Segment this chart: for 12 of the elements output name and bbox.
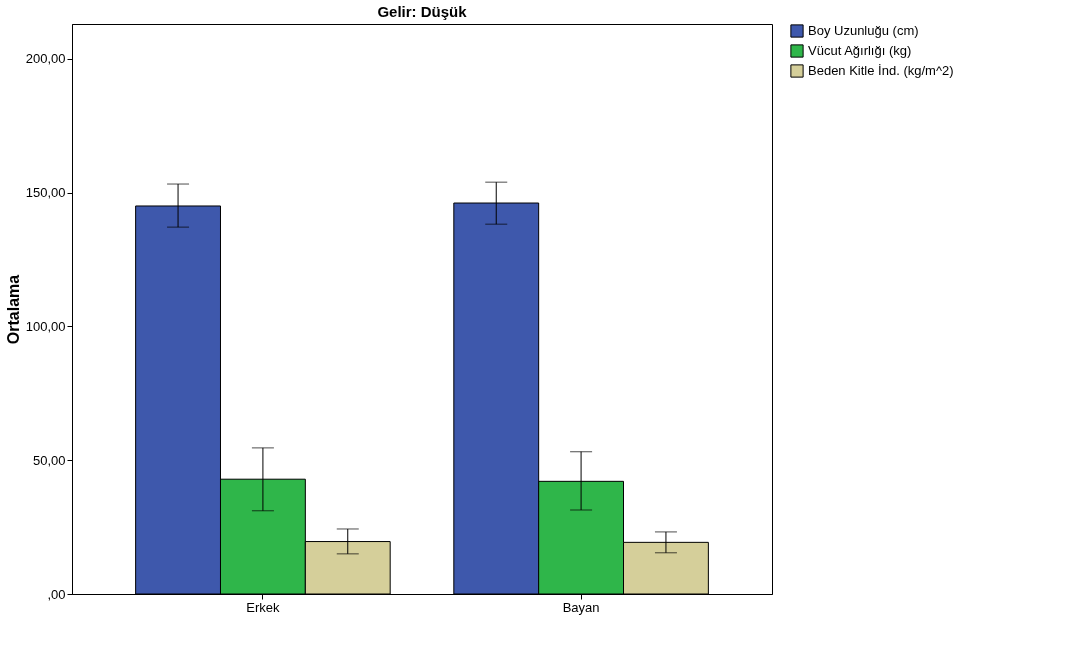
legend-label: Vücut Ağırlığı (kg) (808, 43, 912, 58)
legend-label: Beden Kitle İnd. (kg/m^2) (808, 63, 954, 78)
y-axis-title: Ortalama (4, 274, 22, 345)
y-tick-label: 50,00 (32, 452, 66, 468)
y-tick-label: 100,00 (25, 318, 66, 334)
chart-title: Gelir: Düşük (377, 3, 468, 20)
y-tick-label: 150,00 (25, 185, 66, 201)
x-tick-label: Erkek (246, 599, 281, 615)
x-tick-label: Bayan (562, 599, 600, 615)
y-tick-label: 200,00 (25, 51, 66, 67)
legend-label: Boy Uzunluğu (cm) (808, 23, 919, 38)
y-tick-label: ,00 (47, 586, 66, 602)
